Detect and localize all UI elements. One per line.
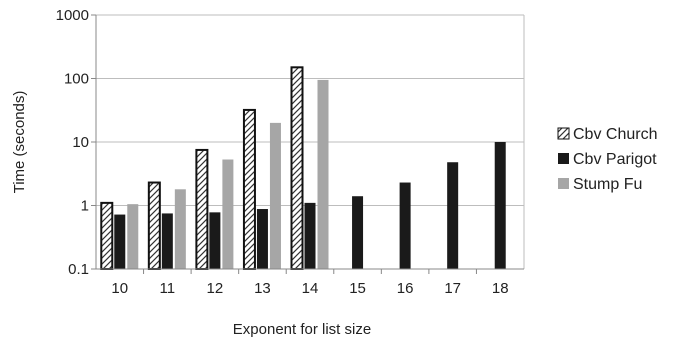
bar-cbv-parigot: [256, 209, 268, 269]
x-tick-label: 10: [111, 280, 128, 297]
bar-cbv-parigot: [494, 142, 506, 269]
bar-cbv-parigot: [447, 162, 459, 269]
x-axis-label: Exponent for list size: [233, 321, 371, 338]
x-tick-label: 14: [302, 280, 319, 297]
axes: 0.1 1 10 100 1000 10 11 12 13 14 15 16 17 18: [56, 7, 525, 297]
bar-cbv-church: [242, 108, 256, 270]
y-tick-label: 10: [72, 134, 89, 151]
bar-cbv-parigot: [304, 202, 316, 269]
bar-stump-fu: [174, 189, 186, 269]
y-tick-label: 100: [64, 71, 89, 88]
bar-stump-fu: [269, 122, 281, 269]
bar-stump-fu: [317, 79, 329, 269]
legend-label: Stump Fu: [573, 176, 642, 193]
legend-label: Cbv Church: [573, 126, 657, 143]
bar-stump-fu: [127, 204, 139, 269]
bar-cbv-parigot: [399, 182, 411, 269]
y-tick-label: 0.1: [68, 261, 89, 278]
legend-label: Cbv Parigot: [573, 151, 657, 168]
x-tick-label: 11: [160, 280, 176, 297]
x-tick-label: 16: [397, 280, 414, 297]
legend-swatch-stump-fu: [558, 178, 569, 189]
y-tick-label: 1: [81, 198, 89, 215]
y-tick-label: 1000: [56, 7, 89, 24]
bar-stump-fu: [222, 159, 234, 269]
bars: [100, 66, 506, 271]
legend-swatch-cbv-church: [557, 127, 570, 140]
bar-cbv-parigot: [352, 196, 364, 269]
bar-cbv-parigot: [161, 213, 173, 269]
bar-cbv-church: [195, 148, 209, 270]
y-axis-label: Time (seconds): [11, 91, 28, 194]
bar-cbv-parigot: [114, 214, 126, 269]
x-tick-label: 17: [444, 280, 461, 297]
bar-cbv-church: [147, 181, 161, 271]
legend-swatch-cbv-parigot: [558, 153, 569, 164]
x-tick-label: 12: [207, 280, 224, 297]
bar-cbv-church: [290, 66, 304, 270]
bar-cbv-church: [100, 201, 114, 270]
x-tick-label: 15: [349, 280, 366, 297]
x-tick-label: 13: [254, 280, 271, 297]
bar-cbv-parigot: [209, 212, 221, 269]
x-tick-label: 18: [492, 280, 509, 297]
legend: Cbv Church Cbv Parigot Stump Fu: [557, 126, 657, 193]
